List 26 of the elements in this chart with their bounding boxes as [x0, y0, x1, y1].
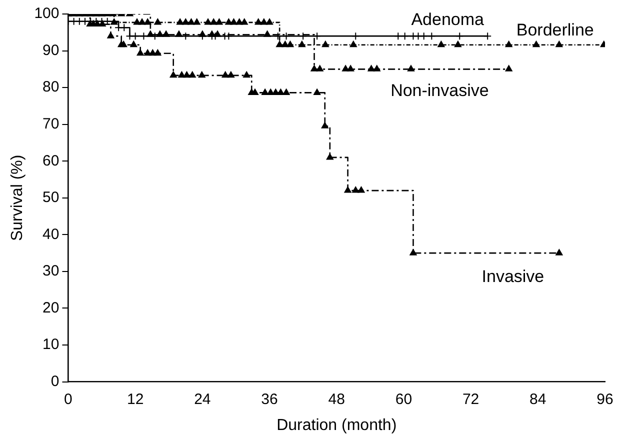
x-tick-label: 48	[328, 390, 345, 408]
y-tick-label: 20	[42, 299, 60, 316]
x-tick-label: 60	[395, 390, 412, 408]
y-tick-label: 70	[42, 115, 60, 132]
series-label: Non-invasive	[390, 80, 489, 100]
x-axis-title: Duration (month)	[276, 416, 397, 434]
x-tick-label: 0	[64, 390, 72, 408]
y-tick-label: 90	[42, 42, 60, 59]
y-tick-label: 0	[50, 372, 60, 390]
x-tick-label: 12	[126, 390, 144, 408]
y-tick-label: 30	[42, 262, 60, 280]
x-tick-label: 24	[194, 390, 211, 408]
series-label: Invasive	[482, 266, 544, 286]
series-label: Borderline	[516, 20, 594, 40]
y-tick-label: 10	[42, 336, 60, 354]
x-tick-label: 96	[596, 390, 614, 408]
series-label: Adenoma	[411, 10, 485, 29]
y-axis-title: Survival (%)	[9, 154, 26, 242]
y-tick-label: 80	[42, 78, 60, 96]
y-tick-label: 100	[34, 5, 60, 22]
x-tick-label: 84	[530, 390, 546, 408]
y-tick-label: 40	[42, 226, 60, 243]
y-tick-label: 60	[42, 152, 60, 170]
x-tick-label: 72	[462, 390, 480, 408]
y-tick-label: 50	[42, 189, 60, 206]
x-tick-label: 36	[261, 390, 278, 408]
